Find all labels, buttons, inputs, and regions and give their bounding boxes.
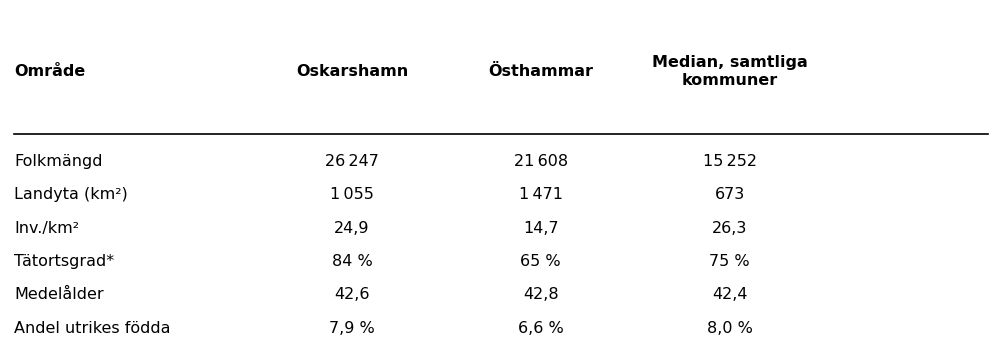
Text: 6,6 %: 6,6 % (518, 321, 563, 336)
Text: 8,0 %: 8,0 % (706, 321, 753, 336)
Text: Tätortsgrad*: Tätortsgrad* (14, 254, 114, 269)
Text: 673: 673 (714, 187, 744, 202)
Text: Inv./km²: Inv./km² (14, 220, 79, 236)
Text: 42,8: 42,8 (523, 288, 558, 302)
Text: Östhammar: Östhammar (488, 64, 593, 79)
Text: 1 471: 1 471 (519, 187, 563, 202)
Text: 26,3: 26,3 (711, 220, 747, 236)
Text: 14,7: 14,7 (523, 220, 558, 236)
Text: 75 %: 75 % (709, 254, 749, 269)
Text: Oskarshamn: Oskarshamn (296, 64, 408, 79)
Text: 42,6: 42,6 (335, 288, 370, 302)
Text: 26 247: 26 247 (325, 154, 379, 169)
Text: 84 %: 84 % (332, 254, 373, 269)
Text: 65 %: 65 % (520, 254, 561, 269)
Text: Landyta (km²): Landyta (km²) (14, 187, 128, 202)
Text: Median, samtliga
kommuner: Median, samtliga kommuner (651, 55, 808, 88)
Text: Medelålder: Medelålder (14, 288, 104, 302)
Text: Område: Område (14, 64, 85, 79)
Text: Folkmängd: Folkmängd (14, 154, 102, 169)
Text: 7,9 %: 7,9 % (329, 321, 375, 336)
Text: 42,4: 42,4 (711, 288, 747, 302)
Text: 15 252: 15 252 (702, 154, 757, 169)
Text: 21 608: 21 608 (514, 154, 568, 169)
Text: Andel utrikes födda: Andel utrikes födda (14, 321, 170, 336)
Text: 24,9: 24,9 (335, 220, 370, 236)
Text: 1 055: 1 055 (330, 187, 374, 202)
